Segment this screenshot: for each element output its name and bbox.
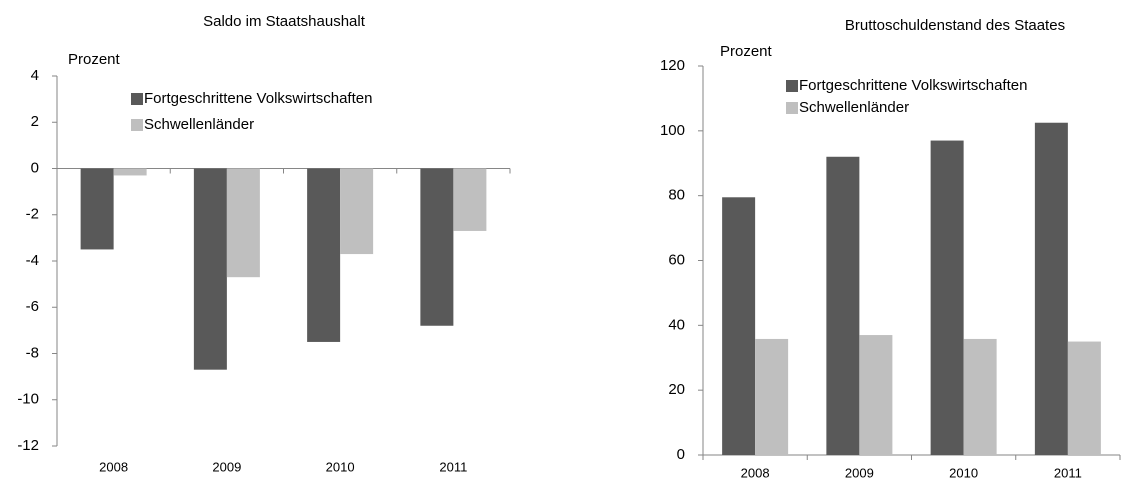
x-tick-label: 2009 [845, 465, 874, 480]
x-tick-label: 2010 [326, 459, 355, 474]
bar [420, 168, 454, 326]
bar [340, 168, 374, 255]
legend-swatch [786, 102, 798, 114]
y-tick-label: 0 [677, 446, 685, 463]
bar [193, 168, 227, 370]
legend-label: Fortgeschrittene Volkswirtschaften [144, 90, 372, 107]
bar [113, 168, 147, 176]
y-tick-label: -8 [26, 344, 39, 361]
legend-swatch [131, 93, 143, 105]
y-tick-label: -4 [26, 252, 39, 269]
x-tick-label: 2008 [99, 459, 128, 474]
y-tick-label: 2 [31, 113, 39, 130]
bar [453, 168, 487, 231]
bar [930, 140, 964, 455]
legend-label: Fortgeschrittene Volkswirtschaften [799, 77, 1027, 94]
y-tick-label: 80 [668, 187, 685, 204]
bar [226, 168, 260, 278]
bar [307, 168, 341, 342]
chart-title: Saldo im Staatshaushalt [203, 13, 366, 30]
x-tick-label: 2009 [212, 459, 241, 474]
chart-title: Bruttoschuldenstand des Staates [845, 17, 1065, 34]
y-tick-label: -6 [26, 298, 39, 315]
bar [1034, 122, 1068, 456]
bar [859, 335, 893, 455]
y-tick-label: 4 [31, 67, 39, 84]
legend-swatch [131, 119, 143, 131]
y-tick-label: 60 [668, 251, 685, 268]
bar [80, 168, 114, 250]
y-tick-label: -2 [26, 206, 39, 223]
y-tick-label: 120 [660, 57, 685, 74]
x-tick-label: 2011 [439, 459, 467, 474]
bar [963, 338, 997, 455]
bar [826, 156, 860, 455]
bar [755, 338, 789, 455]
y-axis-label: Prozent [68, 51, 121, 68]
y-axis-label: Prozent [720, 43, 773, 60]
y-tick-label: 20 [668, 381, 685, 398]
y-tick-label: -12 [17, 437, 39, 454]
x-tick-label: 2010 [949, 465, 978, 480]
legend-swatch [786, 80, 798, 92]
y-tick-label: 40 [668, 316, 685, 333]
bar [1067, 341, 1101, 455]
legend-label: Schwellenländer [799, 99, 909, 116]
y-tick-label: -10 [17, 391, 39, 408]
x-tick-label: 2008 [741, 465, 770, 480]
y-tick-label: 100 [660, 122, 685, 139]
legend-label: Schwellenländer [144, 116, 254, 133]
bar [722, 197, 756, 455]
y-tick-label: 0 [31, 159, 39, 176]
x-tick-label: 2011 [1054, 465, 1082, 480]
